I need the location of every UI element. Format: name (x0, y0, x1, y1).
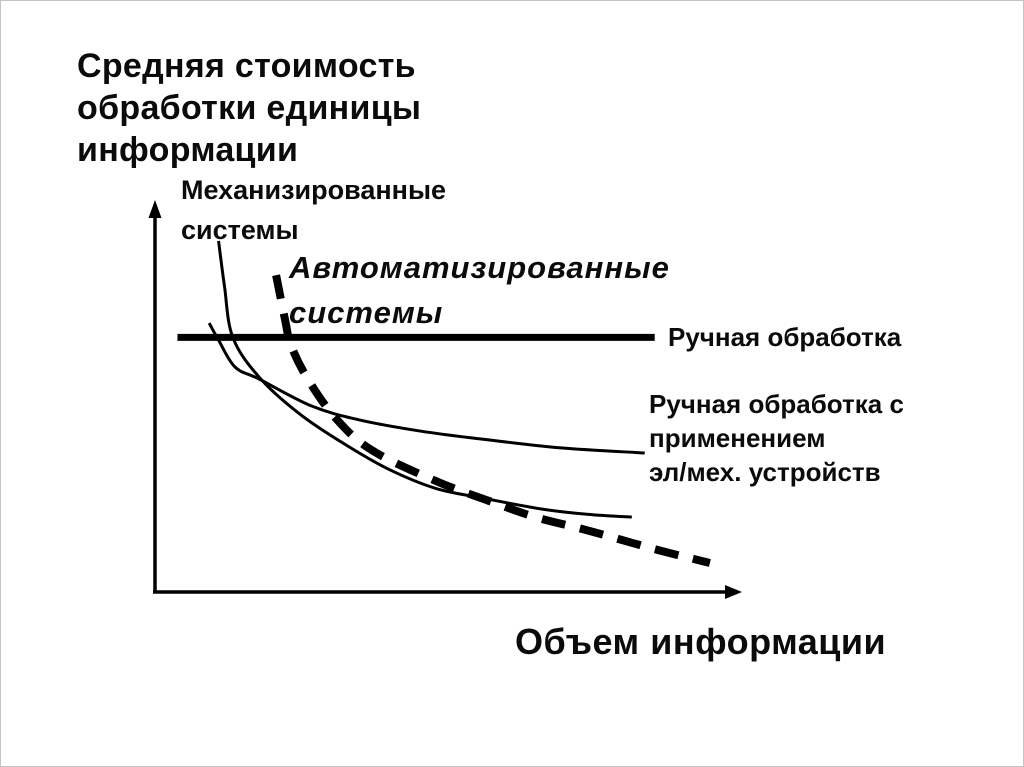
title-line-2: обработки единицы (77, 89, 422, 127)
title-line-3: информации (77, 131, 299, 169)
label-automated-line-1: Автоматизированные (289, 250, 670, 285)
chart-title: Средняя стоимость обработки единицы инфо… (77, 45, 421, 171)
curve-automated (272, 274, 711, 567)
curve-elmech (207, 322, 645, 455)
y-axis-arrow-icon (148, 200, 162, 218)
x-axis-title: Объем информации (515, 621, 886, 663)
curves-layer (177, 240, 711, 567)
label-manual-line-1: Ручная обработка (668, 322, 902, 352)
label-elmech-line-3: эл/мех. устройств (649, 457, 881, 487)
label-elmech-line-2: применением (649, 423, 826, 453)
label-mechanized-systems: Механизированные системы (181, 170, 446, 250)
label-manual-elmech-devices: Ручная обработка с применением эл/мех. у… (649, 387, 904, 489)
label-mechanized-line-1: Механизированные (181, 175, 447, 205)
curve-mechanized (217, 240, 632, 519)
axes-layer (148, 200, 742, 599)
title-line-1: Средняя стоимость (77, 47, 416, 85)
label-automated-line-2: системы (289, 295, 444, 330)
label-automated-systems: Автоматизированные системы (289, 245, 670, 335)
label-mechanized-line-2: системы (181, 215, 299, 245)
x-axis-arrow-icon (725, 585, 742, 599)
x-axis-title-line-1: Объем информации (515, 621, 887, 662)
label-elmech-line-1: Ручная обработка с (649, 389, 904, 419)
label-manual-processing: Ручная обработка (668, 321, 901, 354)
